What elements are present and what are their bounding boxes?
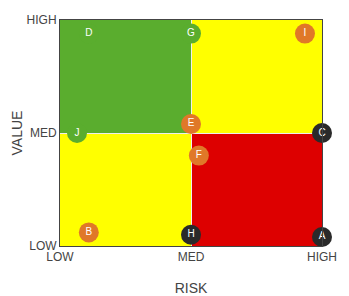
svg-text:C: C	[318, 127, 325, 138]
svg-text:RISK: RISK	[175, 280, 208, 296]
svg-text:MED: MED	[178, 250, 205, 264]
svg-text:E: E	[188, 117, 195, 128]
svg-text:I: I	[304, 27, 307, 38]
svg-text:G: G	[187, 27, 195, 38]
svg-text:LOW: LOW	[46, 250, 74, 264]
svg-text:A: A	[319, 230, 326, 241]
svg-text:H: H	[187, 228, 194, 239]
svg-text:D: D	[85, 27, 92, 38]
svg-text:VALUE: VALUE	[9, 111, 25, 156]
svg-text:J: J	[75, 127, 80, 138]
svg-text:B: B	[85, 226, 92, 237]
svg-text:F: F	[196, 149, 202, 160]
svg-text:LOW: LOW	[29, 239, 57, 253]
svg-text:HIGH: HIGH	[27, 13, 57, 27]
svg-text:HIGH: HIGH	[307, 250, 337, 264]
svg-text:MED: MED	[30, 126, 57, 140]
